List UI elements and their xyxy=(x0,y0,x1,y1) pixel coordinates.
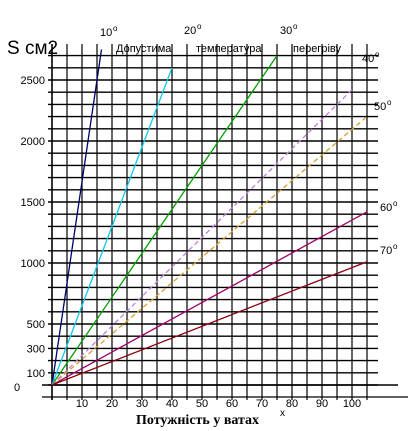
series-line-40 xyxy=(51,89,353,386)
tick-labels: 10 20 30 40 50 60 70 80 90 1000100300500100015002… xyxy=(14,75,361,410)
series-line-20 xyxy=(51,67,173,386)
x-tick-70: 70 xyxy=(256,398,268,410)
series-labels: 10 o 20 o 30 o40 o50 o60 o70 o xyxy=(100,22,398,257)
y-tick-300: 300 xyxy=(27,343,45,355)
series-degree-30: o xyxy=(293,22,298,31)
x-tick-10: 10 xyxy=(76,398,88,410)
series-line-70 xyxy=(51,261,368,386)
series-degree-20: o xyxy=(197,22,202,31)
x-tick-50: 50 xyxy=(196,398,208,410)
series-degree-10: o xyxy=(113,24,118,33)
y-tick-1500: 1500 xyxy=(21,197,45,209)
x-axis-label-suffix: x xyxy=(280,408,285,419)
x-tick-30: 30 xyxy=(136,398,148,410)
series-label-30: 30 xyxy=(280,25,292,37)
series-degree-50: o xyxy=(387,98,392,107)
y-tick-100: 100 xyxy=(27,368,45,380)
x-tick-80: 80 xyxy=(286,398,298,410)
series-label-50: 50 xyxy=(374,101,386,113)
x-tick-60: 60 xyxy=(226,398,238,410)
series-degree-70: o xyxy=(393,242,398,251)
y-tick-2000: 2000 xyxy=(21,136,45,148)
series-line-10 xyxy=(51,49,103,386)
series-line-50 xyxy=(51,116,368,386)
series-line-30 xyxy=(51,55,278,386)
y-tick-0: 0 xyxy=(14,382,20,394)
series-label-60: 60 xyxy=(380,202,392,214)
axes xyxy=(42,44,408,400)
series-label-20: 20 xyxy=(184,25,196,37)
annotation-word-3: перегріву xyxy=(293,43,341,55)
series-line-60 xyxy=(51,211,368,386)
y-tick-500: 500 xyxy=(27,319,45,331)
series-label-10: 10 xyxy=(100,27,112,39)
series-label-40: 40 xyxy=(362,53,374,65)
x-tick-40: 40 xyxy=(166,398,178,410)
x-tick-90: 90 xyxy=(316,398,328,410)
y-tick-2500: 2500 xyxy=(21,75,45,87)
y-tick-1000: 1000 xyxy=(21,258,45,270)
series-group xyxy=(51,49,368,386)
x-tick-100: 100 xyxy=(343,398,361,410)
x-axis-label: Потужність у ватах xyxy=(136,413,259,428)
series-degree-40: o xyxy=(375,50,380,59)
annotation-word-2: температура xyxy=(196,43,262,55)
x-tick-20: 20 xyxy=(106,398,118,410)
y-axis-label: S см2 xyxy=(7,38,58,59)
series-degree-60: o xyxy=(393,199,398,208)
series-label-70: 70 xyxy=(380,245,392,257)
annotation-word-1: Допустима xyxy=(116,43,172,55)
